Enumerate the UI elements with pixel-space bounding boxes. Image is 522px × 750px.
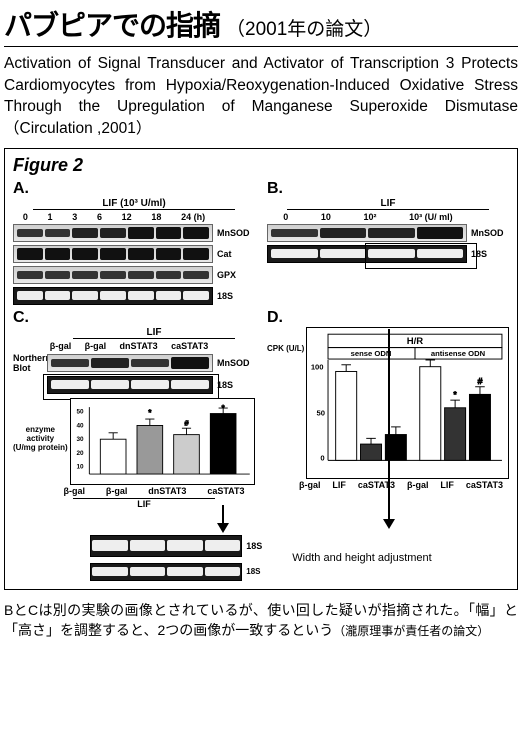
caption-sub: （瀧原理事が責任者の論文） xyxy=(333,624,489,638)
panel-a-lanes: 0 1 3 6 12 18 24 (h) xyxy=(13,212,215,222)
svg-text:50: 50 xyxy=(317,408,325,417)
panel-c: C. LIF β-gal β-gal dnSTAT3 caSTAT3 North… xyxy=(13,309,255,509)
blot-label: 18S xyxy=(217,291,255,301)
svg-text:*: * xyxy=(454,389,458,399)
bottom-blots: 18S 18S Width and height adjustment xyxy=(13,535,509,581)
lane-label: 10² xyxy=(364,212,377,222)
lane-label: caSTAT3 xyxy=(171,341,208,351)
panel-c-letter: C. xyxy=(13,309,29,326)
xlabel: β-gal xyxy=(407,480,429,490)
blot-image xyxy=(90,535,242,557)
panel-c-lif-header: LIF xyxy=(73,327,235,339)
lane-label: dnSTAT3 xyxy=(120,341,158,351)
lane-label: 10³ (U/ ml) xyxy=(409,212,453,222)
panel-a: A. LIF (10³ U/ml) 0 1 3 6 12 18 24 (h) M… xyxy=(13,180,255,305)
panel-a-letter: A. xyxy=(13,180,29,197)
lane-label: 18 xyxy=(151,212,161,222)
panel-c-lanes: β-gal β-gal dnSTAT3 caSTAT3 xyxy=(43,341,215,351)
lane-label: β-gal xyxy=(50,341,72,351)
hr-chart: H/R sense ODN antisense ODN 100 50 0 xyxy=(306,327,509,479)
blot-label: Cat xyxy=(217,249,255,259)
xlabel: β-gal xyxy=(106,486,128,496)
xlabel: LIF xyxy=(332,480,346,490)
blot-label: 18S xyxy=(246,541,284,551)
xlabel: caSTAT3 xyxy=(466,480,503,490)
panel-b: B. LIF 0 10 10² 10³ (U/ ml) MnSOD 18S xyxy=(267,180,509,305)
header-sub: （2001年の論文） xyxy=(226,14,382,41)
panel-b-lanes: 0 10 10² 10³ (U/ ml) xyxy=(267,212,469,222)
axis-label: CPK (U/L) xyxy=(267,345,304,354)
xlabel: β-gal xyxy=(299,480,321,490)
panel-d-letter: D. xyxy=(267,309,283,326)
lane-label: 3 xyxy=(72,212,77,222)
width-height-label: Width and height adjustment xyxy=(292,552,431,564)
panel-a-lif-header: LIF (10³ U/ml) xyxy=(33,198,235,210)
x-footer: LIF xyxy=(73,498,215,509)
blot-image xyxy=(90,563,242,581)
blot-label: MnSOD xyxy=(217,358,255,368)
blot-label: MnSOD xyxy=(471,228,509,238)
xlabel: LIF xyxy=(440,480,454,490)
blot-label: 18S xyxy=(471,249,509,259)
svg-text:30: 30 xyxy=(76,436,84,443)
article-title-text: Activation of Signal Transducer and Acti… xyxy=(4,55,518,115)
lane-label: 6 xyxy=(97,212,102,222)
panel-b-lif-header: LIF xyxy=(287,198,489,210)
lane-label: 10 xyxy=(321,212,331,222)
xlabel: dnSTAT3 xyxy=(148,486,186,496)
panel-d-xlabels: β-gal LIF caSTAT3 β-gal LIF caSTAT3 xyxy=(293,480,509,490)
svg-text:#: # xyxy=(478,376,483,386)
svg-text:antisense ODN: antisense ODN xyxy=(431,349,485,358)
header: パブピアでの指摘 （2001年の論文） xyxy=(4,4,518,47)
lane-label: 1 xyxy=(48,212,53,222)
svg-text:40: 40 xyxy=(76,422,84,429)
svg-text:0: 0 xyxy=(321,453,325,462)
lane-label: 24 (h) xyxy=(181,212,205,222)
axis-label: (U/mg protein) xyxy=(13,444,68,453)
xlabel: caSTAT3 xyxy=(207,486,244,496)
article-journal: （Circulation ,2001） xyxy=(4,120,151,137)
caption: BとCは別の実験の画像とされているが、使い回した疑いが指摘された。「幅」と「高さ… xyxy=(4,600,518,641)
chart-xlabels: β-gal β-gal dnSTAT3 caSTAT3 xyxy=(53,486,255,496)
arrow-down-icon xyxy=(213,505,233,533)
figure-title: Figure 2 xyxy=(13,155,509,176)
blot-label: MnSOD xyxy=(217,228,255,238)
lane-label: 12 xyxy=(122,212,132,222)
svg-text:*: * xyxy=(148,408,152,417)
lane-label: 0 xyxy=(283,212,288,222)
svg-text:H/R: H/R xyxy=(407,336,424,347)
svg-text:50: 50 xyxy=(76,408,84,415)
blot-label: 18S xyxy=(217,380,255,390)
header-title: パブピアでの指摘 xyxy=(4,4,220,44)
svg-text:20: 20 xyxy=(76,450,84,457)
figure-box: Figure 2 A. LIF (10³ U/ml) 0 1 3 6 12 18… xyxy=(4,148,518,590)
lane-label: β-gal xyxy=(85,341,107,351)
svg-text:10: 10 xyxy=(76,463,84,470)
northern-blot-label: Northern Blot xyxy=(13,353,43,373)
svg-text:100: 100 xyxy=(311,362,324,371)
svg-text:#: # xyxy=(184,418,189,427)
enzyme-chart: 5040302010 * # * xyxy=(70,398,255,485)
lane-label: 0 xyxy=(23,212,28,222)
panel-b-letter: B. xyxy=(267,180,283,197)
blot-label: 18S xyxy=(246,567,284,576)
xlabel: β-gal xyxy=(63,486,85,496)
article-title: Activation of Signal Transducer and Acti… xyxy=(4,53,518,140)
arrow-down-icon xyxy=(379,329,399,529)
blot-label: GPX xyxy=(217,270,255,280)
